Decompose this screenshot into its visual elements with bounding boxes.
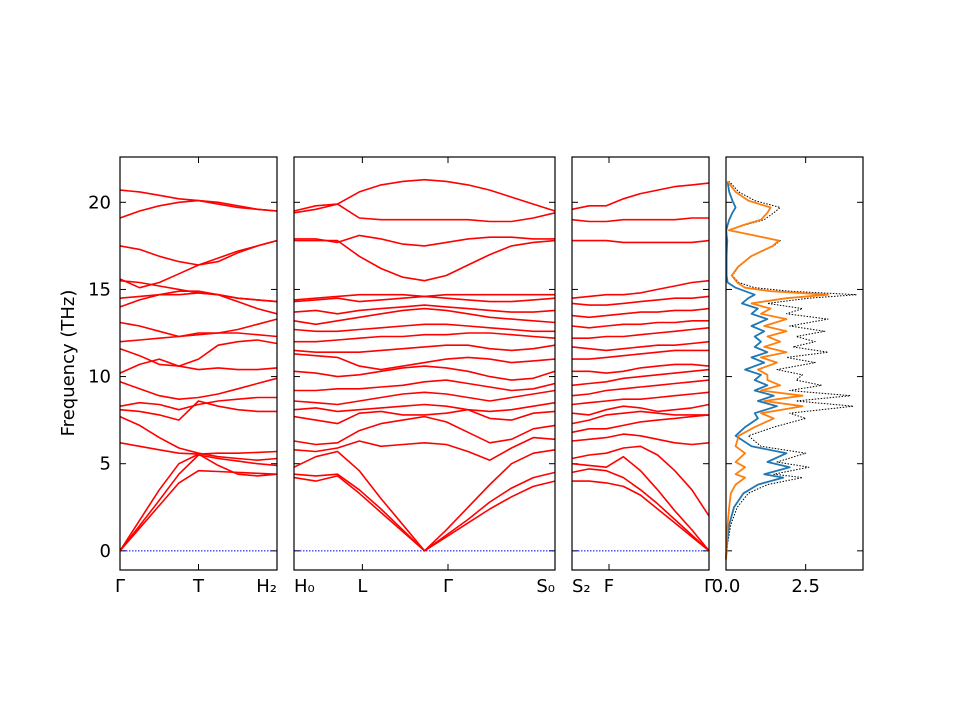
band-5	[119, 400, 277, 421]
band-17	[571, 295, 710, 306]
band-11	[572, 363, 710, 374]
x-tick-label: L	[357, 576, 367, 597]
y-tick-label: 5	[100, 454, 111, 475]
band-11	[293, 344, 556, 354]
band-3	[293, 436, 556, 462]
band-6	[119, 396, 277, 411]
band-20	[571, 217, 709, 223]
y-tick-label: 20	[88, 192, 111, 213]
panel-frame	[119, 156, 278, 571]
band-21	[571, 182, 710, 211]
band-11	[119, 321, 278, 338]
band-13	[293, 323, 555, 333]
band-10	[293, 353, 556, 371]
dos-curve-partial_2	[725, 180, 829, 560]
x-tick-label: Γ	[704, 576, 714, 597]
x-tick-label: S₂	[572, 576, 591, 597]
band-8	[294, 379, 556, 392]
band-10	[571, 368, 710, 387]
band-1	[571, 468, 710, 552]
band-9	[571, 379, 710, 397]
panel-2	[571, 156, 710, 571]
band-19	[294, 234, 555, 247]
x-tick-label: S₀	[536, 576, 555, 597]
band-3	[119, 442, 278, 477]
x-tick-label: F	[604, 576, 614, 597]
band-15	[293, 304, 556, 315]
band-18	[119, 189, 278, 212]
panel-0	[119, 156, 278, 571]
band-8	[571, 391, 710, 406]
band-6	[293, 401, 556, 413]
dos-x-tick-label: 0.0	[712, 576, 741, 597]
dos-curve-total	[725, 181, 858, 560]
band-2	[119, 450, 278, 552]
band-13	[571, 340, 710, 352]
band-15	[571, 319, 709, 329]
y-axis-label: Frequency (THz)	[58, 290, 79, 437]
band-16	[571, 307, 710, 319]
band-5	[571, 414, 710, 434]
panel-frame	[293, 156, 556, 571]
band-3	[571, 445, 710, 517]
x-tick-label: H₀	[294, 576, 315, 597]
band-18	[294, 239, 556, 282]
band-2	[571, 455, 710, 552]
band-14	[119, 279, 278, 303]
band-12	[294, 332, 556, 343]
panel-1	[293, 156, 556, 571]
band-4	[119, 415, 278, 462]
dos-x-tick-label: 2.5	[791, 576, 820, 597]
band-1	[293, 471, 556, 552]
dos-curve-partial_1	[725, 181, 791, 560]
band-7	[119, 377, 278, 401]
band-6	[571, 410, 709, 425]
band-9	[119, 339, 278, 367]
band-0	[293, 475, 556, 552]
band-17	[293, 293, 555, 301]
band-0	[572, 480, 710, 552]
band-0	[119, 469, 278, 552]
band-4	[293, 415, 556, 446]
band-14	[293, 307, 556, 326]
panel-frame	[725, 156, 864, 571]
panel-frame	[571, 156, 710, 571]
y-tick-label: 15	[88, 279, 111, 300]
band-9	[293, 365, 556, 381]
band-4	[571, 433, 710, 446]
y-tick-label: 0	[100, 541, 111, 562]
band-5	[293, 408, 556, 425]
band-18	[571, 279, 710, 299]
band-19	[572, 239, 710, 244]
band-8	[119, 358, 278, 374]
band-1	[119, 454, 278, 552]
x-tick-label: Γ	[443, 576, 453, 597]
band-12	[572, 349, 709, 360]
x-tick-label: H₂	[256, 576, 277, 597]
band-2	[293, 449, 556, 552]
band-13	[119, 292, 278, 315]
band-7	[293, 389, 556, 406]
x-tick-label: Γ	[115, 576, 125, 597]
band-20	[293, 203, 556, 223]
band-21	[293, 178, 556, 212]
band-10	[119, 318, 278, 343]
band-14	[572, 327, 710, 340]
x-tick-label: T	[192, 576, 205, 597]
band-7	[571, 403, 710, 416]
band-16	[119, 239, 278, 266]
y-tick-label: 10	[88, 367, 111, 388]
panel-3	[725, 156, 864, 571]
